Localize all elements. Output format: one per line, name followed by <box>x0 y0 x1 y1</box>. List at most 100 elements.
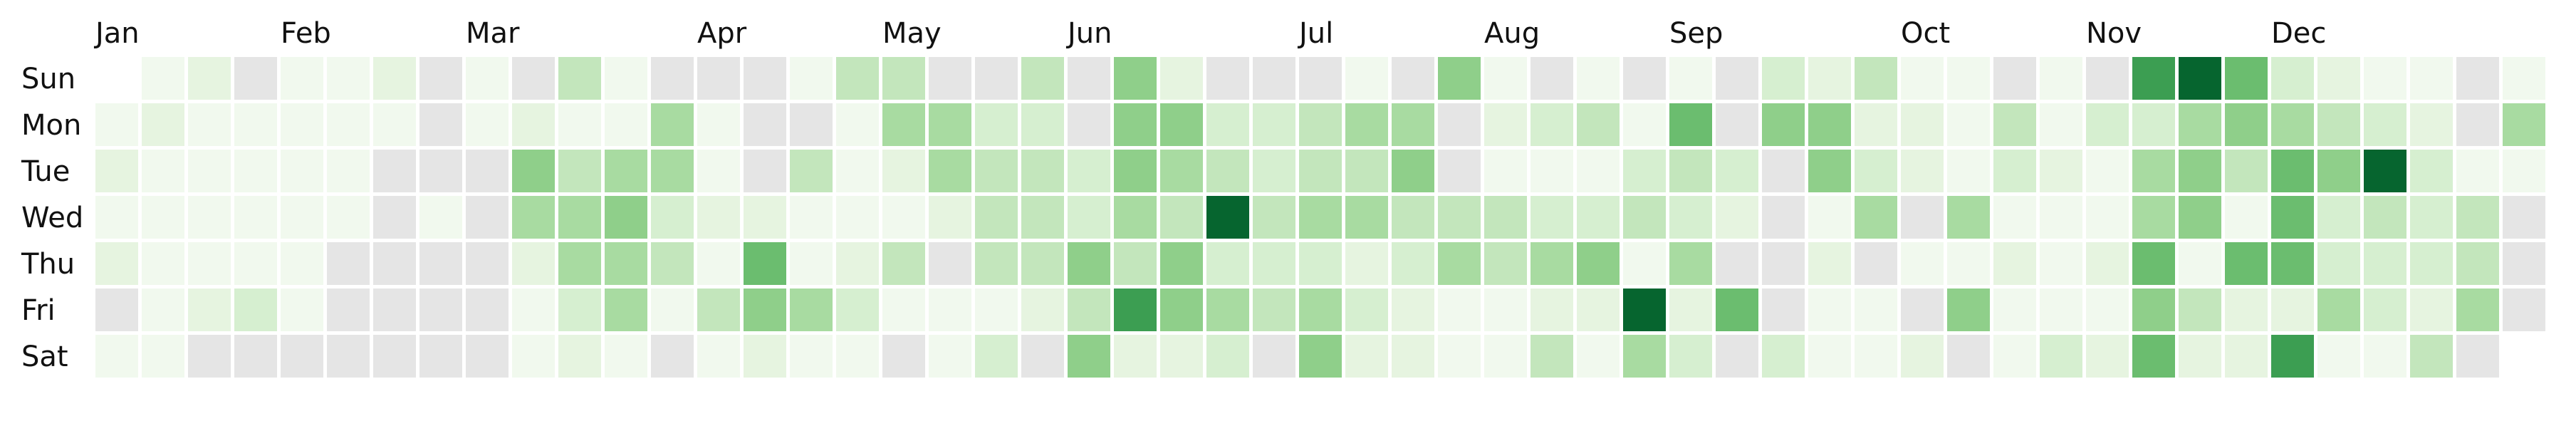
heatmap-cell <box>2317 335 2360 378</box>
heatmap-cell <box>1531 335 1573 378</box>
heatmap-cell <box>234 196 277 239</box>
heatmap-cell <box>1345 196 1388 239</box>
heatmap-cell <box>2040 242 2082 285</box>
heatmap-cell <box>512 335 555 378</box>
month-label: Nov <box>2086 17 2142 50</box>
heatmap-cell <box>1808 335 1851 378</box>
heatmap-cell <box>1484 289 1527 331</box>
heatmap-cell <box>1206 242 1249 285</box>
heatmap-cell <box>1114 103 1157 146</box>
heatmap-cell <box>1253 242 1295 285</box>
heatmap-cell <box>744 289 786 331</box>
heatmap-cell <box>975 196 1018 239</box>
heatmap-cell <box>1345 103 1388 146</box>
heatmap-cell <box>1345 57 1388 100</box>
month-label: Jun <box>1065 17 1112 50</box>
heatmap-cell <box>558 57 601 100</box>
day-label: Mon <box>21 109 81 142</box>
heatmap-cell <box>466 242 509 285</box>
heatmap-cell <box>651 242 694 285</box>
day-label: Sun <box>21 63 75 95</box>
heatmap-cell <box>466 196 509 239</box>
heatmap-cell <box>882 103 925 146</box>
heatmap-cell <box>2410 335 2453 378</box>
heatmap-cell <box>605 335 647 378</box>
heatmap-cell <box>2410 289 2453 331</box>
heatmap-cell <box>142 242 184 285</box>
heatmap-cell <box>373 335 416 378</box>
heatmap-cell <box>2271 150 2314 192</box>
heatmap-cell <box>2132 57 2175 100</box>
heatmap-cell <box>790 150 833 192</box>
heatmap-cell <box>1623 150 1666 192</box>
month-label: Dec <box>2271 17 2326 50</box>
heatmap-cell <box>1808 196 1851 239</box>
heatmap-cell <box>327 242 370 285</box>
month-label: Jul <box>1297 17 1333 50</box>
heatmap-cell <box>1299 289 1342 331</box>
heatmap-cell <box>2132 150 2175 192</box>
heatmap-cell <box>2040 289 2082 331</box>
heatmap-cell <box>1808 289 1851 331</box>
heatmap-cell <box>836 150 879 192</box>
heatmap-cell <box>419 57 462 100</box>
heatmap-cell <box>1993 242 2036 285</box>
heatmap-cell <box>1716 335 1758 378</box>
heatmap-cell <box>929 335 971 378</box>
heatmap-cell <box>142 150 184 192</box>
heatmap-cell <box>1160 335 1203 378</box>
heatmap-cell <box>1901 289 1944 331</box>
heatmap-cell <box>2317 103 2360 146</box>
heatmap-cell <box>2179 57 2221 100</box>
heatmap-cell <box>2410 196 2453 239</box>
heatmap-cell <box>1345 335 1388 378</box>
heatmap-cell <box>1114 196 1157 239</box>
heatmap-cell <box>512 150 555 192</box>
heatmap-cell <box>1669 57 1712 100</box>
heatmap-cell <box>1993 196 2036 239</box>
heatmap-cell <box>1669 196 1712 239</box>
heatmap-cell <box>1531 57 1573 100</box>
heatmap-cell <box>1206 57 1249 100</box>
heatmap-cell <box>95 196 138 239</box>
heatmap-cell <box>2271 103 2314 146</box>
heatmap-cell <box>1021 289 1064 331</box>
heatmap-cell <box>1993 289 2036 331</box>
heatmap-cell <box>1855 335 1897 378</box>
heatmap-cell <box>281 335 323 378</box>
heatmap-cell <box>1484 242 1527 285</box>
heatmap-cell <box>1484 57 1527 100</box>
heatmap-cell <box>1206 103 1249 146</box>
heatmap-cell <box>419 289 462 331</box>
heatmap-cell <box>1438 335 1481 378</box>
heatmap-cell <box>1438 289 1481 331</box>
heatmap-cell <box>1669 150 1712 192</box>
heatmap-cell <box>2179 150 2221 192</box>
heatmap-cell <box>1855 103 1897 146</box>
heatmap-cell <box>1114 289 1157 331</box>
heatmap-cell <box>605 57 647 100</box>
heatmap-cell <box>1531 289 1573 331</box>
heatmap-cell <box>975 335 1018 378</box>
heatmap-cell <box>558 335 601 378</box>
heatmap-cell <box>1947 335 1990 378</box>
heatmap-cell <box>2225 289 2268 331</box>
heatmap-cell <box>1484 150 1527 192</box>
heatmap-cell <box>929 242 971 285</box>
heatmap-cell <box>1392 289 1434 331</box>
heatmap-cell <box>1068 335 1110 378</box>
heatmap-cell <box>188 335 231 378</box>
heatmap-cell <box>744 242 786 285</box>
heatmap-cell <box>1808 242 1851 285</box>
heatmap-cell <box>790 57 833 100</box>
heatmap-cell <box>744 196 786 239</box>
heatmap-cell <box>1438 103 1481 146</box>
heatmap-cell <box>1762 150 1805 192</box>
heatmap-cell <box>1068 242 1110 285</box>
heatmap-cell <box>605 103 647 146</box>
heatmap-cell <box>1438 150 1481 192</box>
heatmap-cell <box>1901 150 1944 192</box>
heatmap-cell <box>1577 335 1620 378</box>
heatmap-cell <box>836 335 879 378</box>
heatmap-cell <box>975 289 1018 331</box>
